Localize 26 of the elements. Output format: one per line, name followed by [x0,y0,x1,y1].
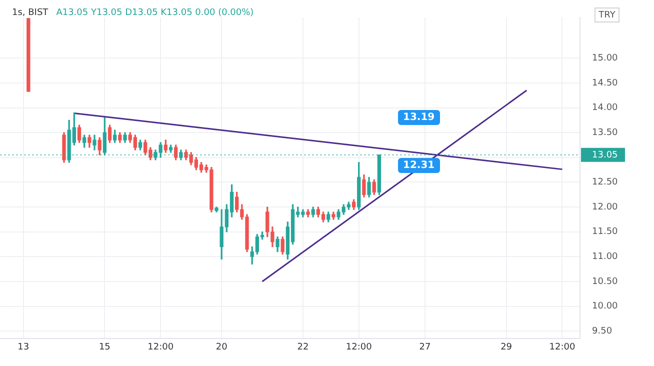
y-tick-label: 10.50 [592,276,618,287]
x-tick-label: 12:00 [346,342,372,352]
y-tick-label: 11.00 [592,252,618,262]
x-tick-label: 13 [18,342,30,352]
x-tick-label: 22 [297,342,309,352]
chart-title: 1s, BIST [12,8,48,18]
chart-subtitle: A13.05 Y13.05 D13.05 K13.05 0.00 (0.00%) [56,8,254,18]
y-tick-label: 12.00 [592,202,618,212]
y-tick-label: 14.50 [592,78,618,88]
y-tick-label: 12.50 [592,178,618,188]
y-tick-label: 15.00 [592,53,618,64]
x-tick-label: 12:00 [148,342,174,352]
x-tick-label: 15 [98,342,110,352]
annotation: 12.31 [398,158,440,173]
annotation: 13.19 [398,110,440,125]
y-tick-label: 11.50 [592,227,618,238]
y-tick-label: 10.00 [592,302,618,312]
x-tick-label: 20 [216,342,228,352]
ref-line-label: 13.05 [592,150,618,160]
x-tick-label: 27 [419,342,431,352]
y-tick-label: 13.50 [592,128,618,138]
x-tick-label: 29 [500,342,512,352]
y-tick-label: 9.50 [592,326,612,336]
y-axis-title: TRY [598,10,616,20]
y-tick-label: 14.00 [592,103,618,114]
x-tick-label: 12:00 [549,342,576,352]
